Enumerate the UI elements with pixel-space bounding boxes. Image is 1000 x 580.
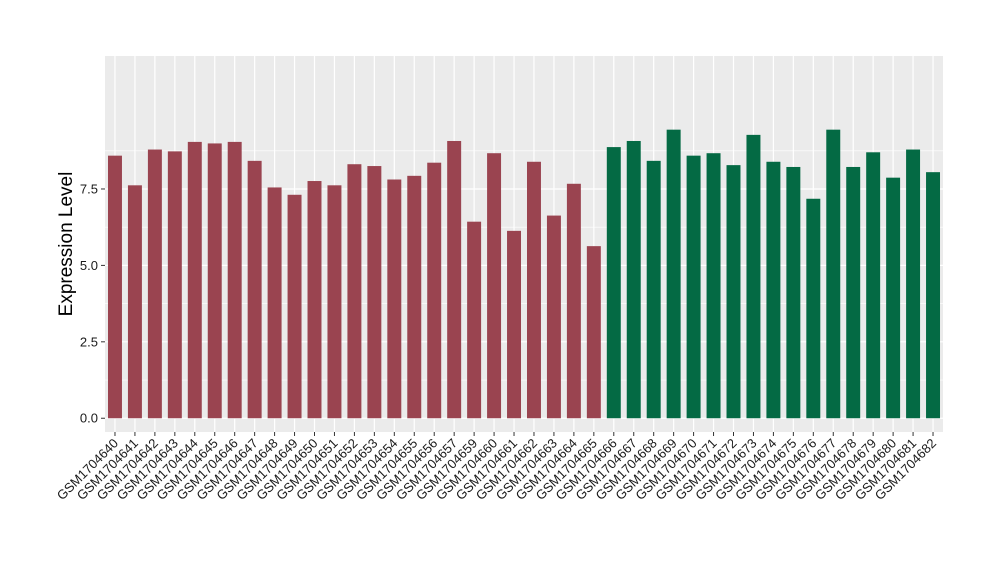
bar <box>107 155 122 419</box>
bar <box>167 151 182 419</box>
y-tick-label: 7.5 <box>80 181 98 196</box>
y-axis-title: Expression Level <box>56 172 77 317</box>
bar <box>447 140 462 419</box>
bar <box>147 149 162 419</box>
bar <box>407 175 422 419</box>
bar <box>786 166 801 419</box>
bar <box>487 153 502 419</box>
bar <box>267 187 282 419</box>
bar <box>207 143 222 419</box>
bar <box>546 215 561 419</box>
bar <box>826 129 841 419</box>
bars-group <box>107 129 941 419</box>
bar <box>606 147 621 419</box>
bar <box>307 181 322 419</box>
minor-gridlines <box>105 150 943 381</box>
bar <box>127 185 142 419</box>
bar <box>686 155 701 419</box>
bar <box>706 153 721 419</box>
bar <box>846 166 861 419</box>
bar <box>287 194 302 419</box>
bar <box>906 149 921 419</box>
y-tick-label: 2.5 <box>80 334 98 349</box>
bar <box>367 166 382 419</box>
bar <box>507 230 522 419</box>
bar <box>247 160 262 419</box>
bar <box>566 183 581 419</box>
bar <box>866 152 881 419</box>
x-axis-ticks: GSM1704640GSM1704641GSM1704642GSM1704643… <box>54 432 939 503</box>
y-tick-label: 0.0 <box>80 411 98 426</box>
bar <box>227 141 242 419</box>
bar <box>187 141 202 419</box>
bar <box>666 129 681 419</box>
bar <box>427 162 442 419</box>
bar <box>327 185 342 419</box>
bar <box>387 179 402 419</box>
bar <box>926 172 941 419</box>
plot-panel <box>105 56 943 432</box>
bar <box>806 198 821 419</box>
bar <box>626 140 641 419</box>
bar <box>526 161 541 419</box>
bar <box>646 160 661 419</box>
bar <box>586 246 601 419</box>
bar <box>467 221 482 419</box>
bar <box>766 161 781 419</box>
y-tick-label: 5.0 <box>80 258 98 273</box>
y-axis-ticks: 0.0 2.5 5.0 7.5 <box>80 181 105 426</box>
bar <box>746 134 761 419</box>
bar <box>726 165 741 419</box>
bar <box>347 164 362 419</box>
bar <box>886 177 901 419</box>
